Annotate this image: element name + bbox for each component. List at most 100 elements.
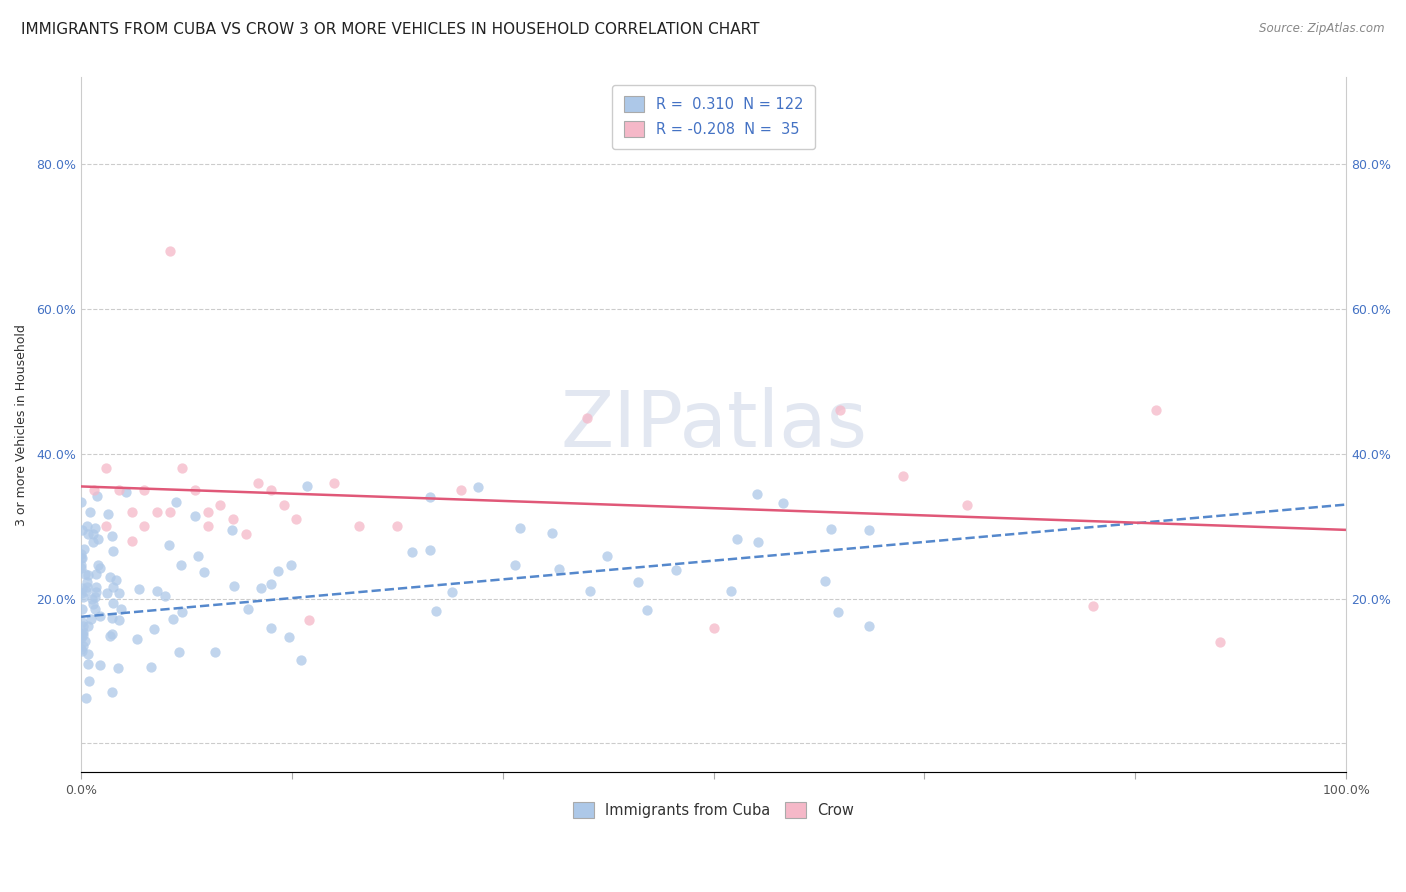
Point — [830, 403, 852, 417]
Point — [80, 591, 103, 606]
Point — [70, 561, 93, 575]
Point — [260, 621, 283, 635]
Point — [349, 519, 371, 533]
Point — [747, 534, 769, 549]
Point — [110, 601, 132, 615]
Point — [419, 542, 441, 557]
Point — [419, 490, 441, 504]
Point — [72, 639, 94, 653]
Point — [89, 560, 111, 574]
Point — [387, 519, 409, 533]
Point — [82, 535, 104, 549]
Point — [236, 602, 259, 616]
Point — [83, 591, 105, 605]
Point — [76, 657, 98, 672]
Point — [84, 602, 107, 616]
Point — [820, 522, 842, 536]
Point — [79, 505, 101, 519]
Point — [76, 580, 98, 594]
Point — [146, 505, 169, 519]
Point — [77, 526, 100, 541]
Point — [70, 627, 93, 641]
Point — [197, 505, 219, 519]
Point — [103, 543, 125, 558]
Point — [70, 547, 93, 561]
Point — [70, 641, 93, 656]
Point — [548, 562, 571, 576]
Point — [75, 567, 97, 582]
Point — [727, 532, 749, 546]
Point — [72, 591, 94, 605]
Point — [142, 622, 165, 636]
Point — [636, 603, 658, 617]
Point — [285, 512, 308, 526]
Point — [82, 527, 104, 541]
Point — [96, 519, 118, 533]
Point — [827, 605, 849, 619]
Point — [98, 629, 121, 643]
Point — [247, 475, 270, 490]
Point — [172, 461, 194, 475]
Point — [162, 612, 184, 626]
Point — [772, 496, 794, 510]
Point — [76, 575, 98, 590]
Point — [295, 479, 318, 493]
Point — [814, 574, 837, 589]
Point — [703, 621, 725, 635]
Point — [278, 630, 301, 644]
Point — [86, 566, 108, 581]
Point — [115, 484, 138, 499]
Point — [70, 494, 93, 508]
Point — [425, 604, 447, 618]
Point — [72, 581, 94, 595]
Point — [134, 483, 156, 497]
Point — [77, 673, 100, 688]
Point — [169, 645, 191, 659]
Point — [73, 541, 96, 556]
Point — [84, 585, 107, 599]
Point — [450, 483, 472, 497]
Point — [193, 565, 215, 579]
Point — [96, 461, 118, 475]
Point — [169, 558, 191, 573]
Point — [1208, 635, 1230, 649]
Text: Source: ZipAtlas.com: Source: ZipAtlas.com — [1260, 22, 1385, 36]
Point — [70, 615, 93, 630]
Point — [467, 480, 489, 494]
Point — [165, 495, 187, 509]
Point — [101, 685, 124, 699]
Point — [108, 586, 131, 600]
Point — [125, 632, 148, 647]
Point — [87, 558, 110, 572]
Point — [77, 647, 100, 661]
Point — [134, 519, 156, 533]
Text: ZIPatlas: ZIPatlas — [560, 387, 868, 463]
Point — [101, 580, 124, 594]
Point — [280, 558, 302, 573]
Point — [503, 558, 526, 573]
Point — [84, 580, 107, 594]
Point — [103, 596, 125, 610]
Point — [273, 498, 295, 512]
Point — [70, 550, 93, 565]
Legend: Immigrants from Cuba, Crow: Immigrants from Cuba, Crow — [568, 797, 860, 824]
Point — [72, 625, 94, 640]
Point — [76, 568, 98, 582]
Point — [70, 558, 93, 573]
Point — [260, 483, 283, 497]
Point — [221, 523, 243, 537]
Point — [323, 475, 346, 490]
Point — [187, 549, 209, 563]
Point — [72, 627, 94, 641]
Point — [720, 583, 742, 598]
Point — [80, 612, 103, 626]
Point — [101, 529, 124, 543]
Point — [70, 524, 93, 538]
Point — [108, 483, 131, 497]
Point — [184, 508, 207, 523]
Point — [956, 498, 979, 512]
Point — [83, 521, 105, 535]
Point — [82, 598, 104, 612]
Point — [540, 526, 562, 541]
Point — [101, 627, 124, 641]
